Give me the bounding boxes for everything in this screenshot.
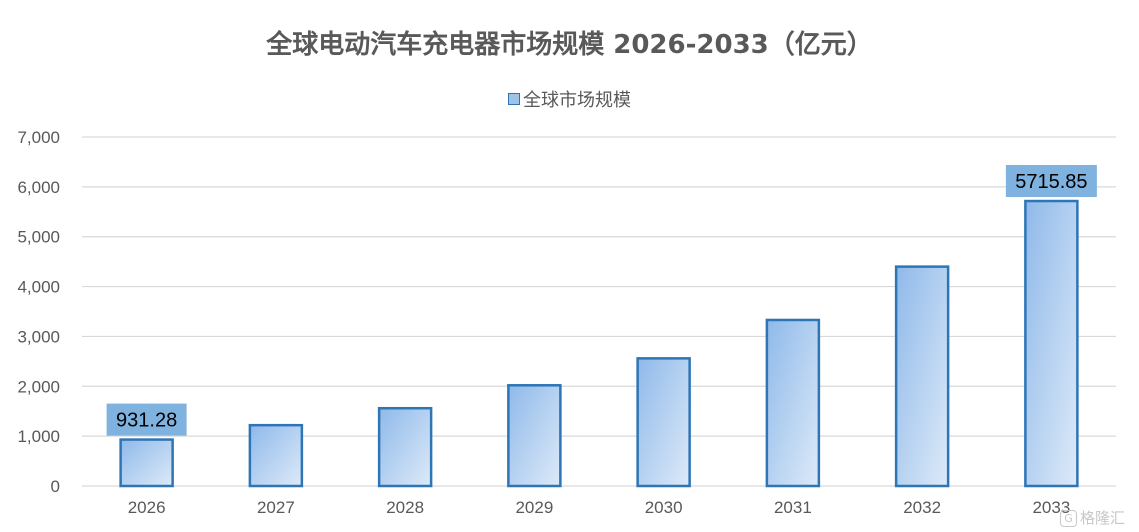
watermark: G 格隆汇 <box>1059 507 1125 528</box>
bar-2026 <box>119 438 174 488</box>
x-tick-label: 2029 <box>515 498 553 517</box>
chart-title: 全球电动汽车充电器市场规模 2026-2033（亿元） <box>266 30 873 60</box>
y-tick-label: 5,000 <box>17 228 60 247</box>
y-tick-label: 6,000 <box>17 178 60 197</box>
bar-2031 <box>765 318 821 488</box>
x-tick-label: 2030 <box>645 498 683 517</box>
y-tick-label: 2,000 <box>17 377 60 396</box>
legend: 全球市场规模 <box>0 86 1139 112</box>
y-tick-label: 3,000 <box>17 327 60 346</box>
x-tick-label: 2026 <box>128 498 166 517</box>
grid-lines <box>82 136 1116 487</box>
legend-label: 全球市场规模 <box>523 90 631 111</box>
bar-2028 <box>377 406 433 488</box>
data-label-text: 931.28 <box>116 410 177 432</box>
y-tick-label: 4,000 <box>17 278 60 297</box>
gelonghui-logo-icon: G <box>1059 510 1077 527</box>
data-label-text: 5715.85 <box>1015 171 1087 193</box>
data-label-2033: 5715.85 <box>1005 165 1097 198</box>
bar-2027 <box>248 423 304 488</box>
legend-swatch <box>508 93 520 105</box>
y-tick-label: 0 <box>51 477 60 496</box>
x-tick-label: 2031 <box>774 498 812 517</box>
x-tick-label: 2027 <box>257 498 295 517</box>
data-label-2026: 931.28 <box>106 403 187 436</box>
x-tick-label: 2028 <box>386 498 424 517</box>
bar-2033 <box>1024 199 1079 488</box>
y-tick-label: 7,000 <box>17 128 60 147</box>
bars <box>119 199 1079 488</box>
y-tick-label: 1,000 <box>17 427 60 446</box>
bar-2032 <box>894 265 950 488</box>
y-axis-ticks: 0 1,000 2,000 3,000 4,000 5,000 6,000 7,000 <box>17 128 60 496</box>
watermark-text: 格隆汇 <box>1079 509 1125 527</box>
x-axis-ticks: 2026 2027 2028 2029 2030 2031 2032 2033 <box>128 498 1071 517</box>
x-tick-label: 2032 <box>903 498 941 517</box>
bar-2030 <box>636 357 691 488</box>
bar-2029 <box>507 384 562 488</box>
data-labels: 931.28 5715.85 <box>106 165 1097 436</box>
